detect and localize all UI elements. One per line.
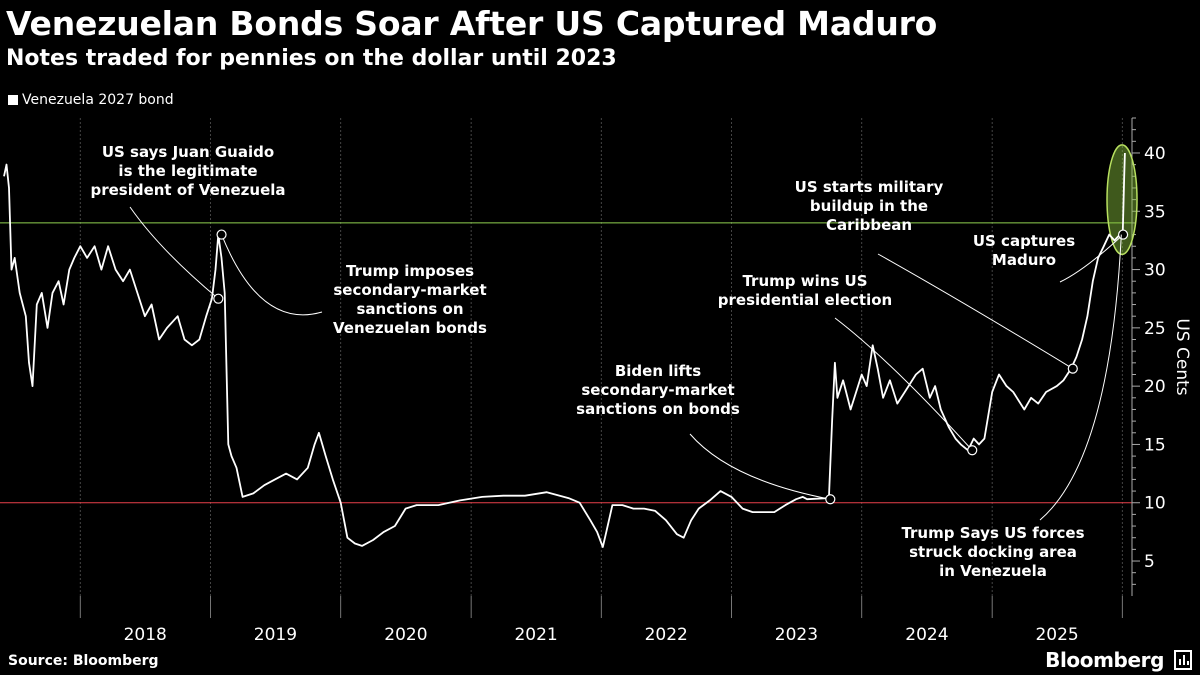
y-tick-label: 35 (1144, 202, 1166, 222)
annotation-line: Caribbean (826, 216, 912, 234)
series-line (3, 152, 1126, 548)
annotation-text: Biden lifts secondary-market sanctions on … (576, 362, 740, 418)
annotation-line: president of Venezuela (90, 181, 285, 199)
annotation-leader (221, 234, 323, 316)
annotation-marker (967, 445, 978, 456)
legend-label: Venezuela 2027 bond (22, 92, 174, 108)
x-tick-label: 2024 (905, 625, 948, 645)
x-tick-label: 2020 (384, 625, 427, 645)
x-tick-label: 2019 (254, 625, 297, 645)
y-tick-label: 40 (1144, 144, 1166, 164)
x-tick-label: 2021 (514, 625, 557, 645)
annotation-marker (213, 293, 224, 304)
annotation-line: secondary-market (581, 381, 734, 399)
annotation-line: Trump Says US forces (901, 524, 1084, 542)
annotation-leader (1059, 234, 1124, 283)
reference-lines (0, 222, 1132, 504)
annotation-text: Trump wins US presidential election (718, 272, 892, 309)
axes: 2018 2019 2020 2021 2022 2023 2024 202551015202… (79, 117, 1192, 645)
y-tick-label: 5 (1144, 552, 1155, 572)
y-axis-label: US Cents (1172, 318, 1192, 395)
brand-mark-icon (1174, 650, 1192, 670)
annotation-line: presidential election (718, 291, 892, 309)
x-tick-label: 2022 (645, 625, 688, 645)
x-tick-label: 2023 (775, 625, 818, 645)
x-tick-label: 2025 (1035, 625, 1078, 645)
x-tick-label: 2018 (124, 625, 167, 645)
annotation-line: US starts military (795, 178, 944, 196)
annotation-line: buildup in the (810, 197, 928, 215)
annotation-marker (216, 229, 227, 240)
annotation-marker (825, 494, 836, 505)
source-note: Source: Bloomberg (8, 653, 159, 669)
annotation-leader (689, 433, 831, 500)
y-tick-label: 15 (1144, 435, 1166, 455)
annotation-line: Trump wins US (742, 272, 867, 290)
annotation-line: Venezuelan bonds (333, 319, 487, 337)
y-tick-label: 10 (1144, 494, 1166, 514)
chart-subtitle: Notes traded for pennies on the dollar u… (6, 46, 617, 71)
annotation-leader (129, 206, 219, 300)
annotation-leader (877, 253, 1074, 370)
annotation-line: in Venezuela (939, 562, 1047, 580)
annotation-line: US captures (973, 232, 1075, 250)
annotation-marker (1067, 363, 1078, 374)
annotation-line: sanctions on bonds (576, 400, 740, 418)
y-tick-label: 25 (1144, 319, 1166, 339)
annotation-line: is the legitimate (118, 162, 257, 180)
annotation-leader (1039, 234, 1122, 521)
annotation-text: Trump imposes secondary-market sanctions o… (333, 262, 487, 337)
y-tick-label: 20 (1144, 377, 1166, 397)
brand-logo-text: Bloomberg (1045, 648, 1164, 672)
annotation-line: sanctions on (356, 300, 463, 318)
annotation-text: US says Juan Guaido is the legitimate pres… (90, 143, 285, 199)
annotation-line: Biden lifts (615, 362, 701, 380)
annotation-text: US captures Maduro (973, 232, 1075, 269)
legend-swatch (8, 95, 18, 105)
legend: Venezuela 2027 bond (8, 92, 174, 108)
annotation-marker (1117, 229, 1129, 240)
y-tick-label: 30 (1144, 261, 1166, 281)
annotation-line: struck docking area (909, 543, 1077, 561)
annotation-text: US starts military buildup in the Caribbea… (795, 178, 944, 234)
series-layer (3, 144, 1138, 548)
annotation-leader (834, 317, 973, 451)
annotation-line: Trump imposes (346, 262, 474, 280)
annotation-text: Trump Says US forces struck docking area i… (901, 524, 1084, 580)
annotation-line: US says Juan Guaido (102, 143, 274, 161)
chart-title: Venezuelan Bonds Soar After US Captured … (6, 4, 938, 43)
highlight-ellipse (1106, 144, 1138, 256)
annotation-line: secondary-market (333, 281, 486, 299)
annotations: US says Juan Guaido is the legitimate pres… (90, 143, 1129, 580)
annotation-line: Maduro (992, 251, 1056, 269)
